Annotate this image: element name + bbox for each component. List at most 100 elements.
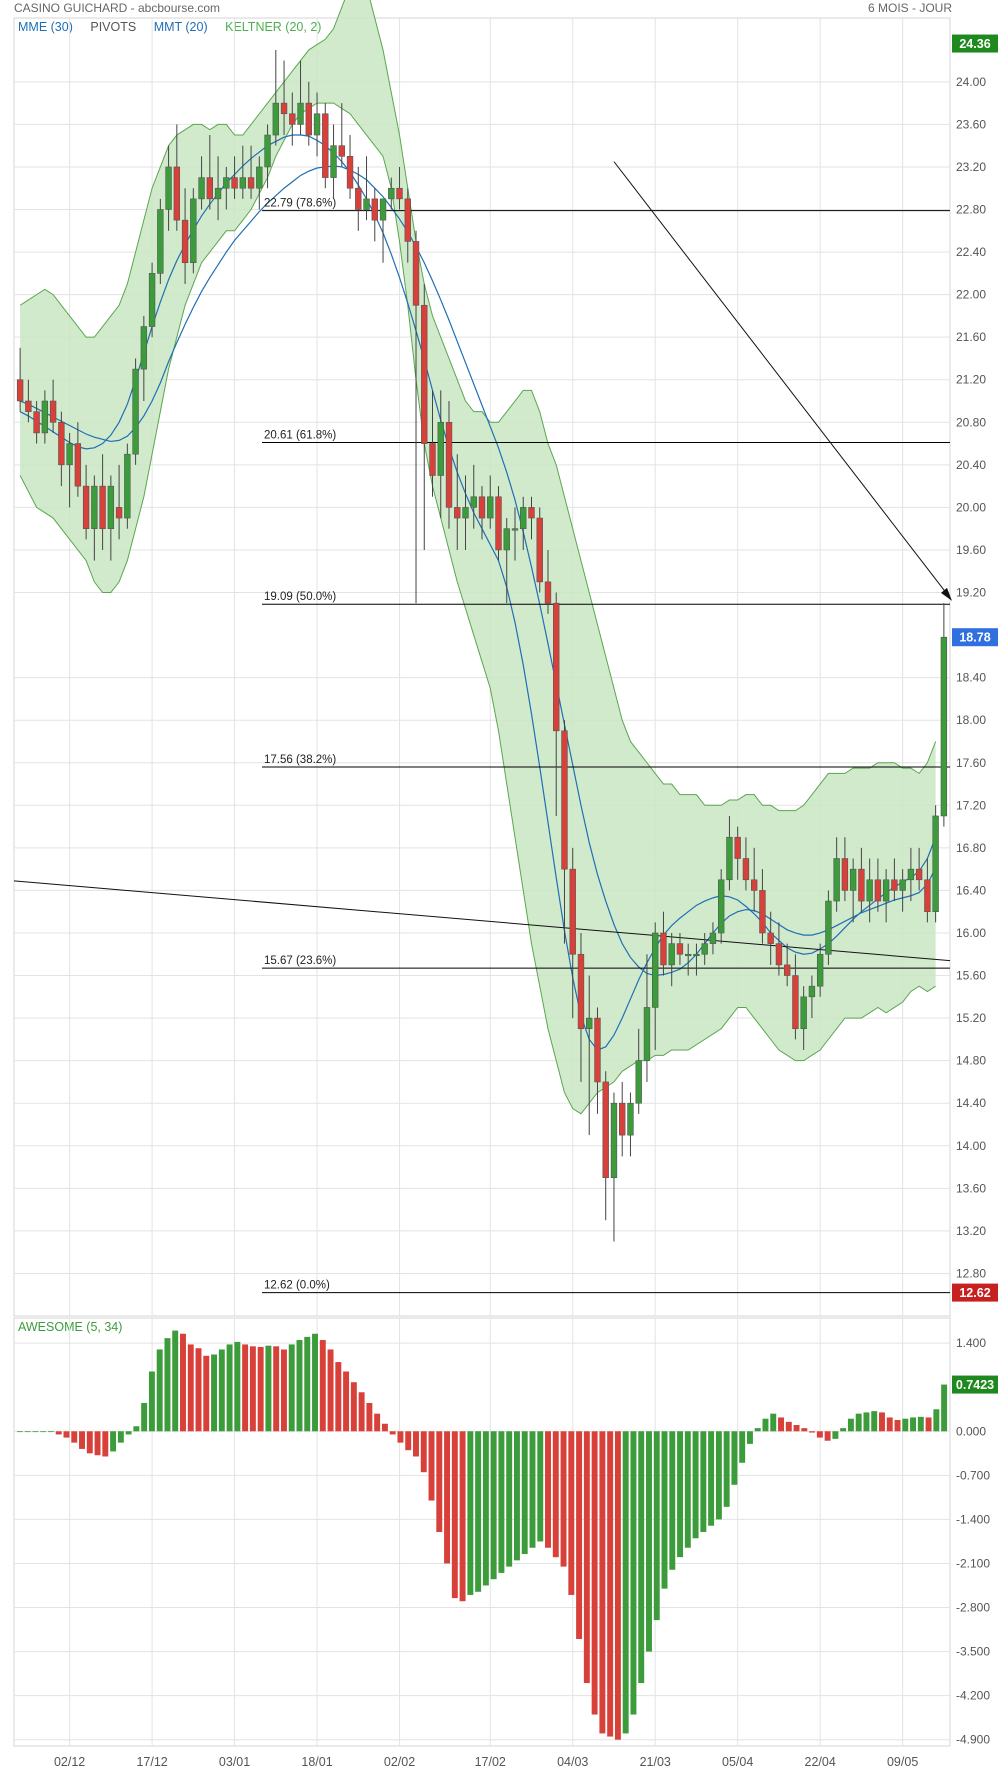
candle-body [421,304,428,444]
oscillator-bar [397,1431,404,1443]
candle-body [594,1017,601,1083]
oscillator-bar [180,1333,186,1432]
price-y-tick: 12.80 [956,1266,986,1280]
oscillator-bar [583,1431,590,1684]
candle-body [239,177,247,189]
legend-item-mme[interactable]: MME (30) [18,20,73,34]
candle-body [783,964,791,976]
oscillator-bar [933,1409,940,1432]
price-y-tick: 15.20 [956,1011,986,1025]
candle-body [412,241,420,306]
oscillator-bar [358,1392,365,1432]
candle-body [874,879,882,902]
candle-body [495,496,502,551]
candle-body [33,411,40,434]
x-axis-date-label: 17/12 [136,1755,167,1769]
oscillator-bar [646,1431,652,1652]
candle-body [709,932,717,944]
price-y-tick: 21.20 [956,373,986,387]
x-axis-date-label: 03/01 [219,1755,250,1769]
candle-body [157,209,164,274]
oscillator-bar [413,1431,419,1457]
legend-item-mmt[interactable]: MMT (20) [153,20,208,34]
candle-body [264,134,271,168]
candle-body [849,868,857,891]
candle-body [132,368,139,455]
candle-body [223,177,230,189]
price-y-tick: 17.20 [956,798,986,812]
oscillator-value-badge [952,1375,998,1394]
candle-body [520,507,527,529]
period-selector[interactable]: 6 MOIS - JOUR [867,1,952,15]
price-y-tick: 15.60 [956,969,986,983]
candle-body [190,198,197,264]
legend-item-keltner[interactable]: KELTNER (20, 2) [225,20,322,34]
candle-body [214,187,222,200]
candle-body [635,1060,642,1104]
oscillator-bar [389,1431,396,1435]
oscillator-bar [273,1346,280,1432]
candle-body [693,953,700,957]
candle-body [49,400,57,423]
candle-body [462,507,469,519]
candle-body [891,879,898,891]
candle-body [124,453,131,519]
oscillator-bar [86,1431,93,1454]
trendline-arrowhead [941,587,952,601]
candle-body [256,166,263,189]
candle-body [198,177,205,200]
oscillator-bar [451,1431,458,1599]
candle-body [396,187,403,200]
oscillator-value-badge-label: 0.7423 [956,1378,994,1392]
fibonacci-level-label: 22.79 (78.6%) [264,198,336,210]
candle-body [808,985,816,998]
x-axis-date-label: 05/04 [722,1755,753,1769]
fibonacci-level-label: 12.62 (0.0%) [264,1280,330,1292]
price-y-tick: 19.60 [956,543,986,557]
oscillator-bar [249,1346,256,1432]
oscillator-bar [708,1431,715,1526]
oscillator-y-tick: -2.100 [956,1556,990,1570]
candle-body [181,219,189,264]
price-badge [952,34,998,53]
oscillator-bar [863,1412,870,1432]
awesome-oscillator-legend[interactable]: AWESOME (5, 34) [18,1320,123,1334]
oscillator-bar [475,1431,482,1592]
candle-body [379,198,387,221]
candle-body [511,528,519,531]
oscillator-bar [164,1338,171,1432]
oscillator-bar [871,1411,878,1432]
oscillator-bar [125,1431,132,1435]
oscillator-y-tick: -1.400 [956,1512,990,1526]
candle-body [25,400,32,412]
oscillator-bar [545,1431,551,1548]
candle-body [717,879,725,934]
oscillator-bar [847,1418,854,1432]
candle-body [454,507,461,519]
oscillator-bar [110,1431,117,1452]
oscillator-bar [630,1431,637,1715]
candle-body [734,836,741,859]
oscillator-bar [257,1346,264,1432]
candle-body [619,1102,626,1136]
oscillator-bar [79,1431,85,1449]
oscillator-y-tick: -3.500 [956,1645,990,1659]
oscillator-bar [560,1431,567,1567]
candle-body [503,528,510,551]
legend-item-pivots[interactable]: PIVOTS [90,20,137,34]
oscillator-bar [521,1431,528,1555]
oscillator-bar [677,1431,684,1558]
price-y-tick: 23.20 [956,160,986,174]
candle-body [528,507,535,519]
candle-body [915,868,923,881]
oscillator-bar [824,1431,831,1441]
candle-body [16,379,24,402]
candle-body [115,507,123,519]
oscillator-bar [172,1330,179,1432]
oscillator-y-tick: 0.000 [956,1424,986,1438]
candle-body [289,113,296,125]
oscillator-bar [684,1431,691,1548]
candle-body [767,932,774,944]
oscillator-bar [71,1431,78,1443]
